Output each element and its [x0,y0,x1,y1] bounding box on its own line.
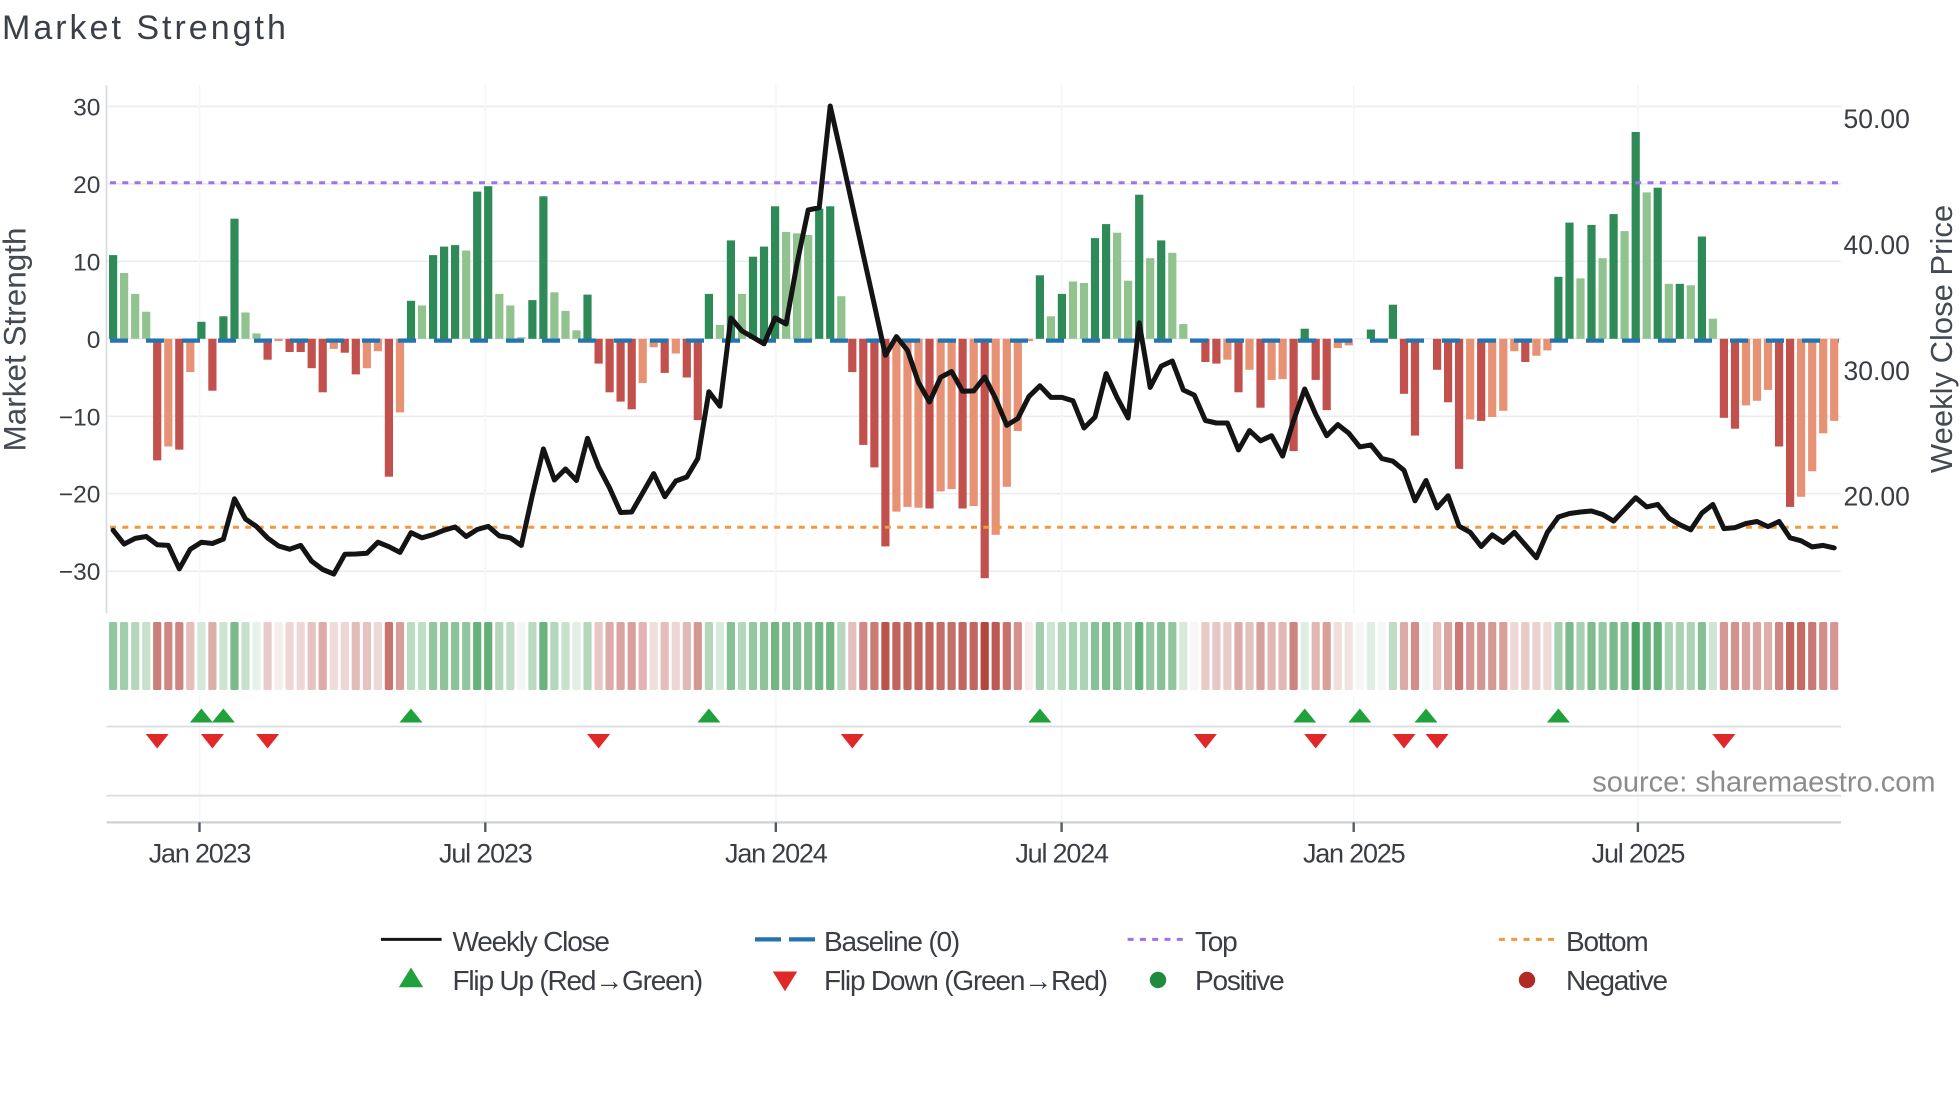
svg-text:Jul 2025: Jul 2025 [1592,839,1685,869]
svg-text:20: 20 [73,172,100,199]
svg-text:Top: Top [1195,926,1237,957]
svg-text:Market Strength: Market Strength [0,227,33,451]
svg-text:10: 10 [73,249,100,276]
svg-text:Baseline (0): Baseline (0) [824,926,959,957]
svg-text:Bottom: Bottom [1566,926,1648,957]
svg-text:Weekly Close: Weekly Close [453,926,610,957]
svg-text:−30: −30 [59,559,101,586]
svg-text:−20: −20 [59,482,101,509]
svg-text:30: 30 [73,94,100,121]
svg-text:Jan 2025: Jan 2025 [1303,839,1405,869]
svg-text:Jan 2024: Jan 2024 [725,839,828,869]
svg-text:20.00: 20.00 [1844,482,1910,512]
svg-text:30.00: 30.00 [1844,356,1910,386]
svg-text:0: 0 [87,327,101,354]
svg-text:50.00: 50.00 [1844,104,1910,134]
svg-text:−10: −10 [59,404,101,431]
svg-text:Jan 2023: Jan 2023 [149,839,251,869]
svg-text:Jul 2023: Jul 2023 [439,839,532,869]
svg-text:Market Strength: Market Strength [2,9,289,47]
svg-text:Positive: Positive [1195,965,1284,996]
svg-text:Jul 2024: Jul 2024 [1015,839,1109,869]
svg-text:Flip Up (Red→Green): Flip Up (Red→Green) [453,965,703,996]
svg-text:Negative: Negative [1566,965,1668,996]
svg-text:40.00: 40.00 [1844,230,1910,260]
svg-text:Weekly Close Price: Weekly Close Price [1924,205,1959,473]
svg-text:Flip Down (Green→Red): Flip Down (Green→Red) [824,965,1107,996]
svg-text:source: sharemaestro.com: source: sharemaestro.com [1592,767,1935,799]
